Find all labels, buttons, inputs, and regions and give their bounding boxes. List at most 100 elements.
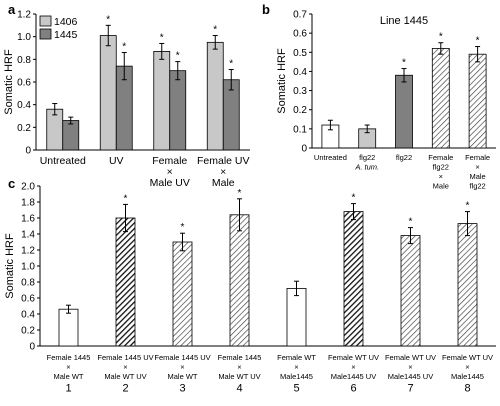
x-category-label: Female 1445 UV: [154, 353, 210, 362]
x-category-label: ×: [220, 166, 226, 178]
x-category-label: Male: [212, 177, 235, 189]
x-category-label: Male1445 UV: [331, 372, 376, 381]
legend-swatch: [39, 28, 52, 40]
panel-letter-b: b: [262, 2, 270, 17]
bar: [431, 48, 450, 149]
y-tick-label: 0.8: [17, 55, 31, 66]
y-tick-label: 0: [25, 146, 31, 157]
y-axis-label: Somatic HRF: [4, 233, 16, 299]
y-tick-label: 0.2: [17, 123, 31, 134]
x-category-number: 1: [65, 383, 71, 395]
y-tick-label: 0.2: [21, 326, 35, 337]
significance-star: *: [176, 51, 180, 62]
y-tick-label: 0: [29, 342, 35, 353]
x-category-label: Female WT UV: [385, 353, 436, 362]
x-category-label: Female UV: [197, 155, 250, 167]
x-category-label: Untreated: [314, 153, 347, 162]
x-category-number: 8: [464, 383, 470, 395]
chart-panel-a: 0 0.2 0.4 0.6 0.8 1.0 1.2 Somatic HRF Untreated *…: [3, 10, 250, 189]
x-category-label: Male WT UV: [104, 372, 146, 381]
x-category-label: Male1445 UV: [388, 372, 433, 381]
y-tick-label: 0.8: [21, 278, 35, 289]
x-category-label: Male1445: [280, 372, 313, 381]
x-category-number: 6: [350, 383, 356, 395]
x-category-label: ×: [237, 363, 241, 372]
y-tick-label: 0: [301, 144, 307, 155]
significance-star: *: [122, 42, 126, 53]
bar: [99, 35, 117, 151]
x-category-label: ×: [475, 163, 479, 172]
x-category-label: Male: [433, 182, 449, 191]
bar: [286, 287, 307, 347]
y-tick-label: 0.6: [17, 78, 31, 89]
significance-star: *: [352, 193, 356, 204]
bar: [400, 235, 421, 347]
x-category-label: Female 1445 UV: [97, 353, 153, 362]
x-category-number: 2: [122, 383, 128, 395]
x-category-label: ×: [180, 363, 184, 372]
significance-star: *: [124, 193, 128, 204]
bar: [468, 53, 487, 149]
legend-swatch: [39, 15, 52, 27]
x-category-label: Female 1445: [218, 353, 262, 362]
y-tick-label: 1.2: [17, 10, 31, 21]
x-category-label: Female: [152, 155, 187, 167]
x-category-label: Female: [428, 153, 453, 162]
panel-letter-a: a: [8, 2, 16, 17]
x-category-number: 7: [407, 383, 413, 395]
x-category-label: A. tum.: [354, 163, 379, 172]
x-category-label: ×: [167, 166, 173, 178]
y-tick-label: 1.6: [21, 214, 35, 225]
y-tick-label: 1.2: [21, 246, 35, 257]
y-tick-label: 2.0: [21, 182, 35, 193]
y-tick-label: 1.8: [21, 198, 35, 209]
y-tick-label: 1.0: [17, 32, 31, 43]
legend-label: 1406: [54, 16, 78, 28]
x-category-label: Female WT: [277, 353, 316, 362]
x-category-label: Male UV: [150, 177, 190, 189]
bar: [58, 308, 79, 347]
bar: [343, 211, 364, 347]
significance-star: *: [402, 58, 406, 69]
y-tick-label: 1.0: [21, 262, 35, 273]
legend-label: 1445: [54, 29, 78, 41]
significance-star: *: [229, 59, 233, 70]
x-category-label: flg22: [396, 153, 412, 162]
y-axis-label: Somatic HRF: [276, 48, 288, 114]
bar: [169, 70, 187, 151]
significance-star: *: [160, 32, 164, 43]
bar: [457, 223, 478, 347]
x-category-label: Male WT: [168, 372, 198, 381]
significance-star: *: [476, 36, 480, 47]
x-category-label: UV: [109, 155, 124, 167]
y-tick-label: 0.6: [293, 29, 307, 40]
panel-letter-c: c: [8, 176, 15, 191]
chart-title: Line 1445: [380, 15, 428, 27]
y-tick-label: 0.7: [293, 10, 307, 21]
x-category-label: ×: [408, 363, 412, 372]
y-tick-label: 0.4: [21, 310, 35, 321]
x-category-label: flg22: [469, 182, 485, 191]
y-axis-label: Somatic HRF: [3, 49, 15, 115]
significance-star: *: [181, 222, 185, 233]
significance-star: *: [238, 188, 242, 199]
x-category-label: ×: [294, 363, 298, 372]
x-category-label: Female WT UV: [328, 353, 379, 362]
x-category-label: Male: [469, 172, 485, 181]
bar: [229, 214, 250, 347]
y-tick-label: 1.4: [21, 230, 35, 241]
y-tick-label: 0.1: [293, 124, 307, 135]
significance-star: *: [439, 32, 443, 43]
significance-star: *: [106, 14, 110, 25]
x-category-label: Untreated: [40, 155, 86, 167]
chart-panel-c: 0 0.2 0.4 0.6 0.8 1.0 1.2 1.4 1.6 1.8 2.0 Somatic H…: [4, 182, 496, 395]
bar: [172, 241, 193, 347]
x-category-label: ×: [465, 363, 469, 372]
y-tick-label: 0.2: [293, 105, 307, 116]
significance-star: *: [466, 201, 470, 212]
bar: [395, 74, 413, 149]
significance-star: *: [213, 25, 217, 36]
x-category-label: flg22: [359, 153, 375, 162]
